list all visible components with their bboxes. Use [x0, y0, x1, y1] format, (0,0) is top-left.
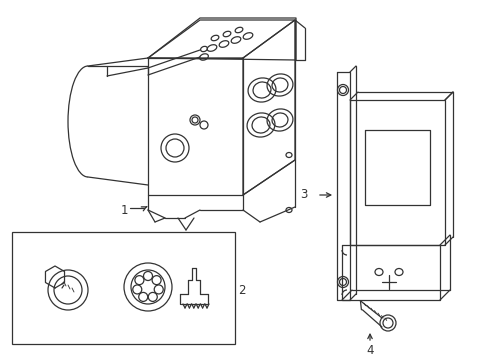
Text: 2: 2: [238, 284, 245, 297]
Text: 4: 4: [366, 343, 373, 356]
Bar: [12, 232, 235, 344]
Text: 1: 1: [120, 203, 128, 216]
Text: 3: 3: [300, 189, 307, 202]
